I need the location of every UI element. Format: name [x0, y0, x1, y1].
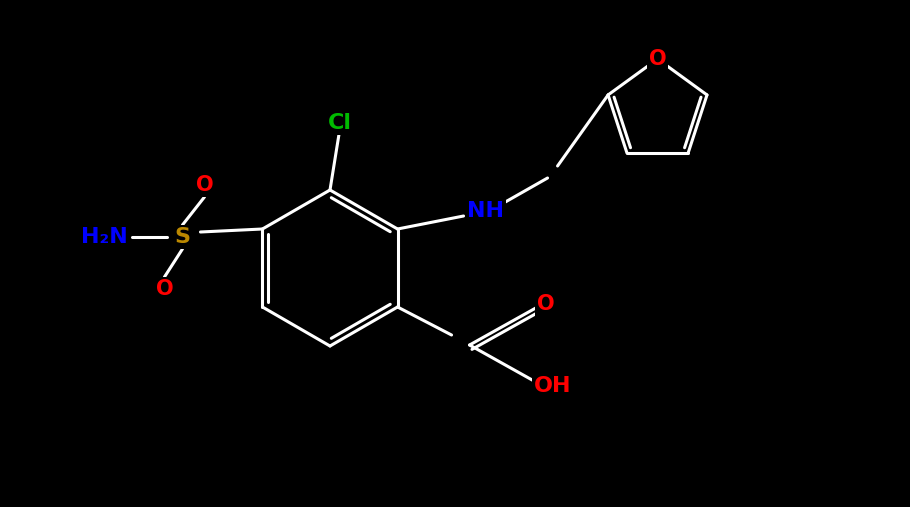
Text: O: O	[196, 175, 213, 195]
Text: H₂N: H₂N	[81, 227, 127, 247]
Text: Cl: Cl	[328, 113, 352, 133]
Text: O: O	[537, 294, 554, 314]
Text: O: O	[156, 279, 173, 299]
Text: OH: OH	[534, 376, 571, 396]
Text: S: S	[175, 227, 190, 247]
Text: O: O	[649, 49, 666, 69]
Text: NH: NH	[467, 201, 504, 221]
